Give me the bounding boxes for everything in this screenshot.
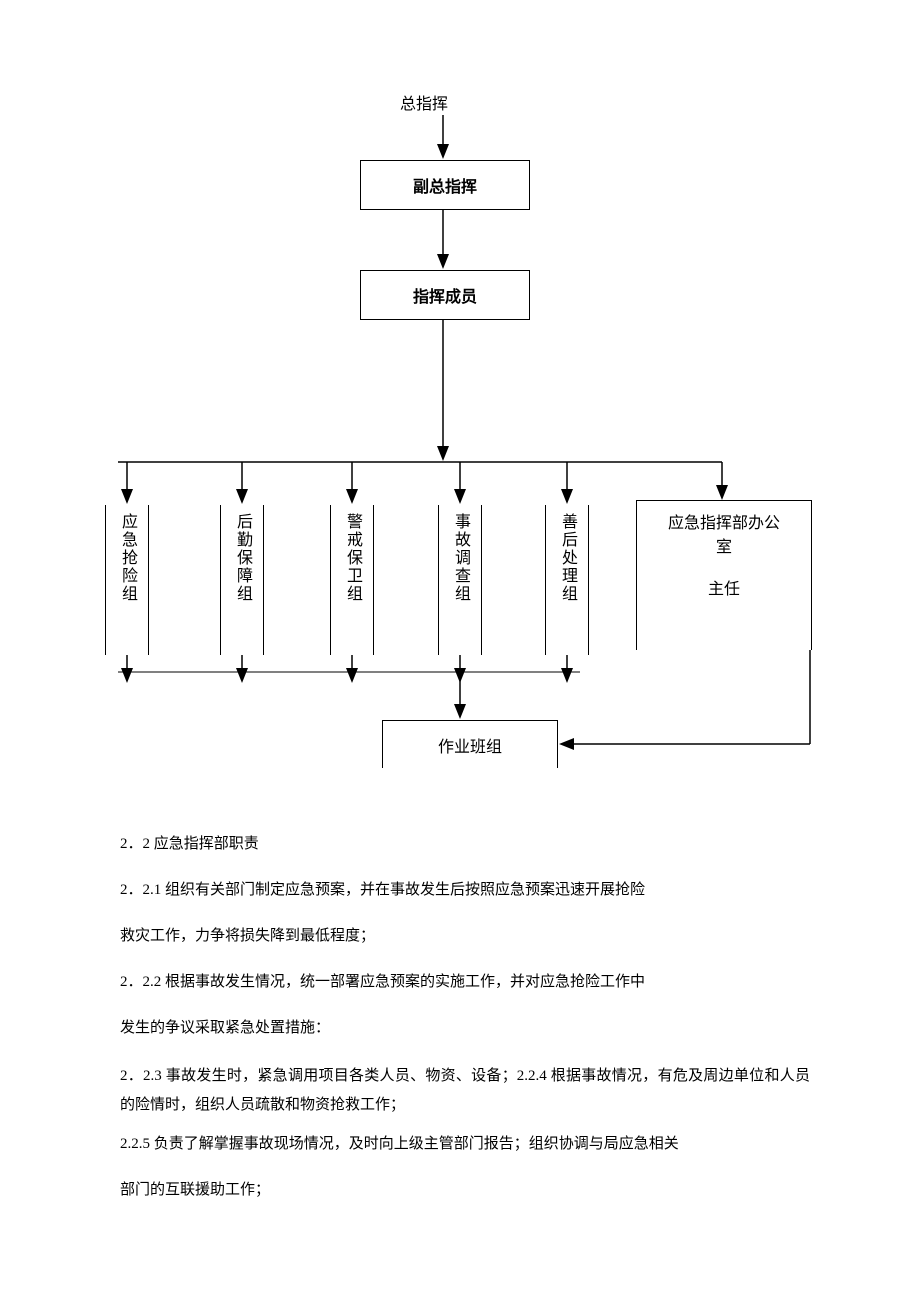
para-2-2-1a: 2．2.1 组织有关部门制定应急预案，并在事故发生后按照应急预案迅速开展抢险 xyxy=(120,878,810,902)
para-2-2-5b: 部门的互联援助工作； xyxy=(120,1178,810,1202)
command-members-box: 指挥成员 xyxy=(360,270,530,320)
org-chart-diagram: 总指挥 xyxy=(0,0,920,820)
command-members-label: 指挥成员 xyxy=(413,283,477,307)
group-logistics-label: 后勤保障组 xyxy=(230,513,254,603)
group-security-label: 警戒保卫组 xyxy=(340,513,364,603)
group-aftermath: 善后处理组 xyxy=(545,505,589,655)
deputy-commander-box: 副总指挥 xyxy=(360,160,530,210)
work-team-box: 作业班组 xyxy=(382,720,558,768)
group-investigation-label: 事故调查组 xyxy=(448,513,472,603)
office-role: 主任 xyxy=(637,575,811,599)
group-rescue: 应急抢险组 xyxy=(105,505,149,655)
para-2-2-3: 2．2.3 事故发生时，紧急调用项目各类人员、物资、设备；2.2.4 根据事故情… xyxy=(120,1062,810,1119)
office-line1: 应急指挥部办公 xyxy=(637,509,811,533)
work-team-label: 作业班组 xyxy=(438,733,502,757)
office-box: 应急指挥部办公 室 主任 xyxy=(636,500,812,650)
edge-title-to-deputy xyxy=(0,0,920,820)
group-rescue-label: 应急抢险组 xyxy=(115,513,139,603)
page: 总指挥 xyxy=(0,0,920,1301)
office-line2: 室 xyxy=(637,533,811,557)
group-security: 警戒保卫组 xyxy=(330,505,374,655)
group-aftermath-label: 善后处理组 xyxy=(555,513,579,603)
para-2-2-2a: 2．2.2 根据事故发生情况，统一部署应急预案的实施工作，并对应急抢险工作中 xyxy=(120,970,810,994)
para-2-2-5a: 2.2.5 负责了解掌握事故现场情况，及时向上级主管部门报告；组织协调与局应急相… xyxy=(120,1132,810,1156)
para-2-2-2b: 发生的争议采取紧急处置措施： xyxy=(120,1016,810,1040)
para-2-2-1b: 救灾工作，力争将损失降到最低程度； xyxy=(120,924,810,948)
section-2-2-heading: 2．2 应急指挥部职责 xyxy=(120,832,810,856)
group-logistics: 后勤保障组 xyxy=(220,505,264,655)
deputy-commander-label: 副总指挥 xyxy=(413,173,477,197)
group-investigation: 事故调查组 xyxy=(438,505,482,655)
